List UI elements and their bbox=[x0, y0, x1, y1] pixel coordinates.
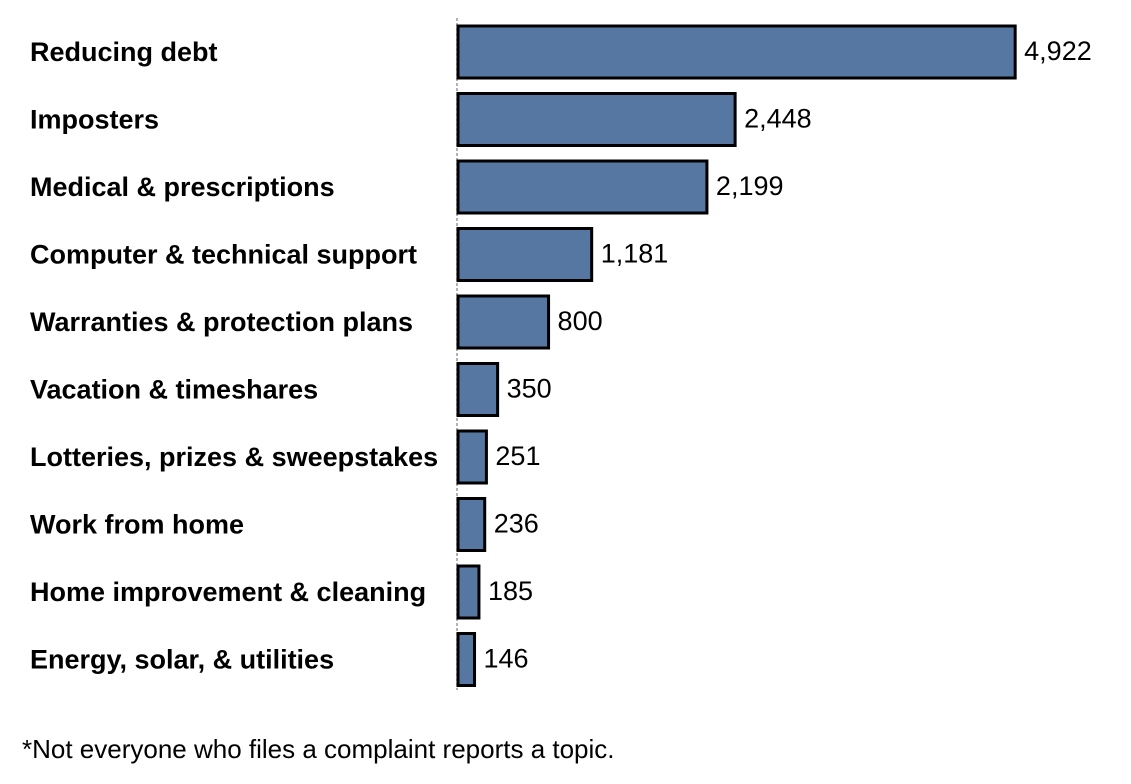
value-label: 146 bbox=[484, 644, 529, 674]
category-label: Computer & technical support bbox=[30, 240, 417, 270]
category-labels-group: Reducing debt Imposters Medical & prescrip… bbox=[30, 37, 438, 675]
category-label: Reducing debt bbox=[30, 37, 218, 67]
bar bbox=[456, 294, 551, 350]
category-label: Home improvement & cleaning bbox=[30, 577, 426, 607]
value-label: 4,922 bbox=[1024, 36, 1092, 66]
category-label: Lotteries, prizes & sweepstakes bbox=[30, 442, 438, 472]
value-label: 350 bbox=[507, 374, 552, 404]
value-labels-group: 4,922 2,448 2,199 1,181 800 350 251 236 185 146 bbox=[484, 36, 1092, 674]
footnote: *Not everyone who files a complaint repo… bbox=[22, 734, 615, 764]
bar bbox=[456, 564, 481, 620]
category-label: Imposters bbox=[30, 105, 159, 135]
bar bbox=[456, 159, 709, 215]
bar bbox=[456, 362, 500, 417]
category-label: Work from home bbox=[30, 510, 244, 540]
value-label: 2,199 bbox=[716, 171, 784, 201]
value-label: 251 bbox=[495, 441, 540, 471]
bar bbox=[456, 92, 737, 147]
value-label: 236 bbox=[494, 509, 539, 539]
value-label: 800 bbox=[558, 306, 603, 336]
value-label: 185 bbox=[488, 576, 533, 606]
category-label: Vacation & timeshares bbox=[30, 375, 318, 405]
category-label: Medical & prescriptions bbox=[30, 172, 335, 202]
value-label: 2,448 bbox=[744, 104, 812, 134]
bar bbox=[456, 429, 488, 485]
bar bbox=[456, 632, 477, 687]
category-label: Warranties & protection plans bbox=[30, 307, 413, 337]
value-label: 1,181 bbox=[601, 239, 669, 269]
bars-group bbox=[456, 24, 1017, 687]
bar bbox=[456, 227, 594, 282]
bar bbox=[456, 497, 487, 552]
bar bbox=[456, 24, 1017, 80]
category-label: Energy, solar, & utilities bbox=[30, 645, 334, 675]
